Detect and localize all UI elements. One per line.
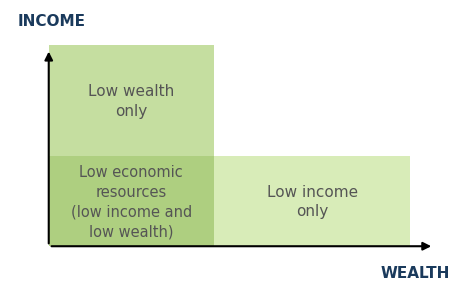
Text: INCOME: INCOME	[17, 14, 85, 29]
Text: Low wealth
only: Low wealth only	[88, 84, 174, 118]
Bar	[214, 156, 410, 246]
Text: Low income
only: Low income only	[267, 184, 358, 219]
Bar	[49, 45, 214, 156]
Bar	[49, 156, 214, 246]
Text: Low economic
resources
(low income and
low wealth): Low economic resources (low income and l…	[71, 165, 192, 239]
Text: WEALTH: WEALTH	[381, 266, 450, 281]
